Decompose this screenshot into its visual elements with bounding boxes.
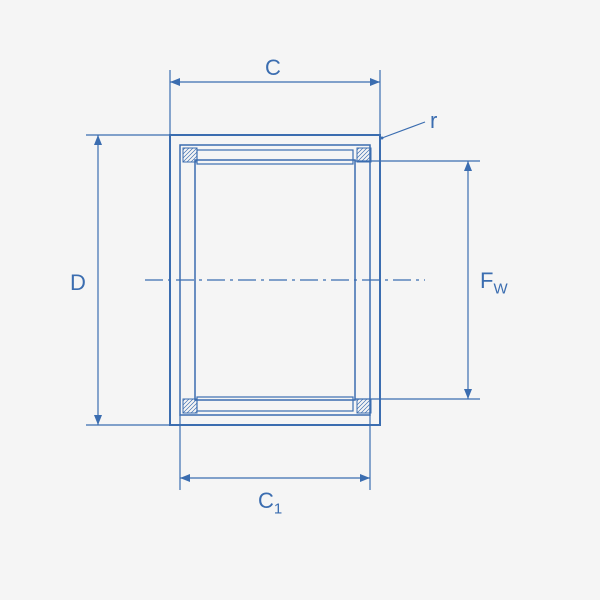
- label-r: r: [430, 108, 437, 134]
- bearing-cross-section-diagram: [0, 0, 600, 600]
- label-D: D: [70, 270, 86, 296]
- label-Fw: FW: [480, 268, 508, 297]
- label-C1: C1: [258, 488, 282, 517]
- label-C: C: [265, 55, 281, 81]
